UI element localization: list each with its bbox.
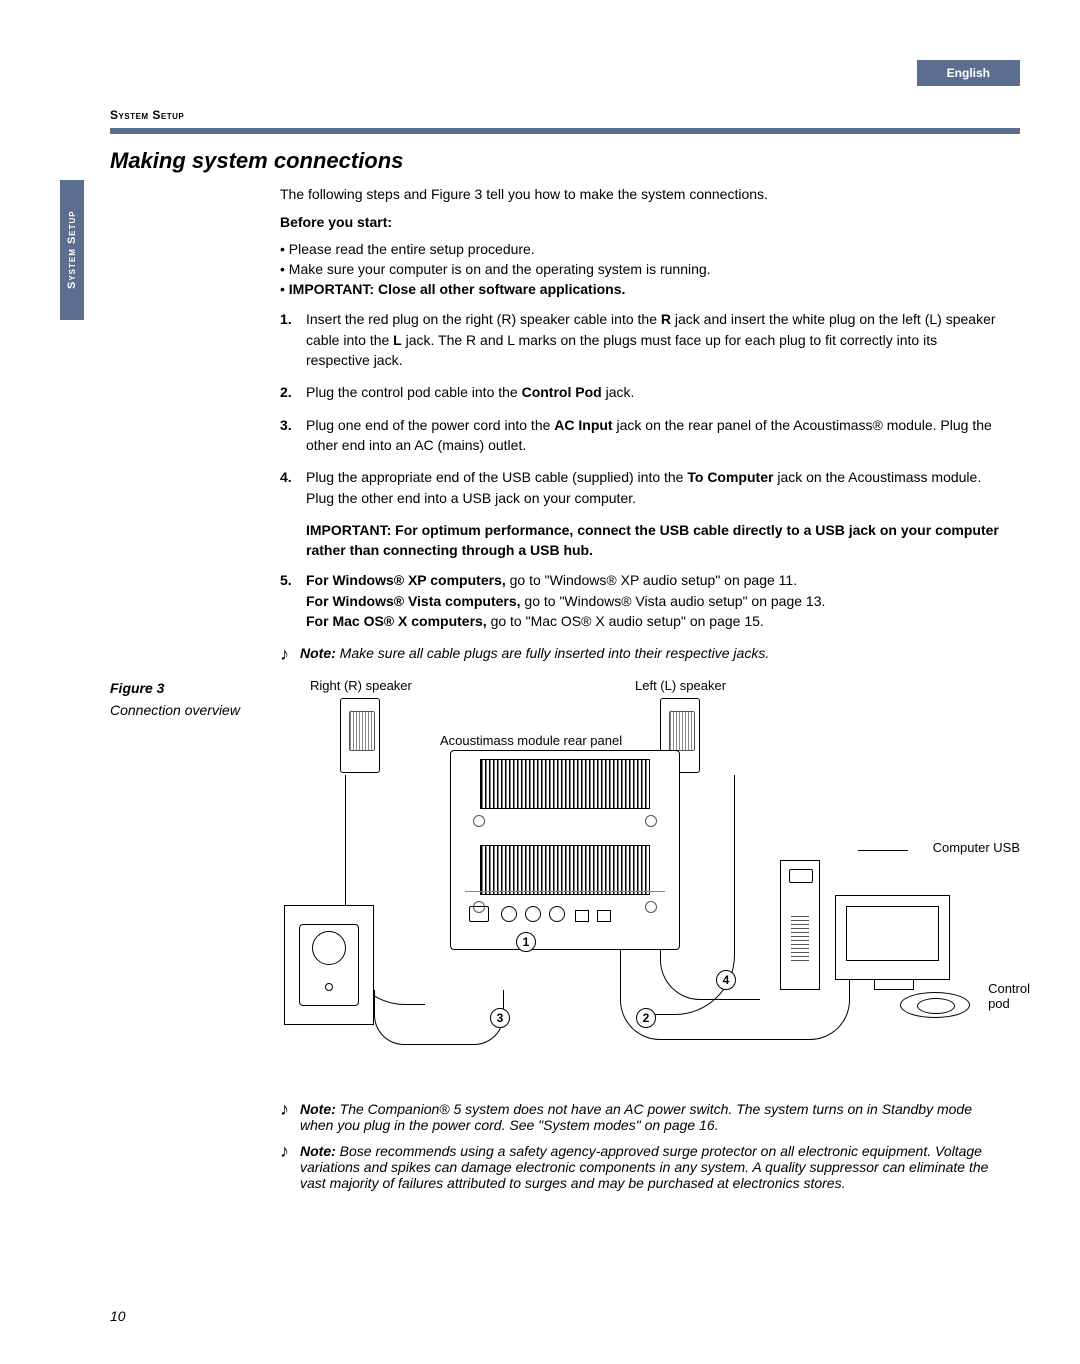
steps-list: 1.Insert the red plug on the right (R) s…: [280, 309, 1000, 507]
callout-2: 2: [636, 1008, 656, 1028]
bottom-note-1: Note: The Companion® 5 system does not h…: [280, 1101, 1000, 1133]
control-pod-icon: [900, 992, 970, 1018]
top-note: Note: Make sure all cable plugs are full…: [280, 643, 1000, 663]
module-grille-bottom: [480, 845, 650, 895]
bullet-item: IMPORTANT: Close all other software appl…: [280, 279, 1000, 299]
step-item: 1.Insert the red plug on the right (R) s…: [280, 309, 1000, 370]
bullet-item: Make sure your computer is on and the op…: [280, 259, 1000, 279]
step-item: 2.Plug the control pod cable into the Co…: [280, 382, 1000, 402]
callout-1: 1: [516, 932, 536, 952]
language-badge: English: [917, 60, 1020, 86]
bottom-notes: Note: The Companion® 5 system does not h…: [280, 1095, 1000, 1201]
figure-diagram: Right (R) speaker Left (L) speaker Acous…: [280, 680, 1000, 1100]
right-speaker-icon: [340, 698, 380, 773]
steps-list-5: 5. For Windows® XP computers, go to "Win…: [280, 570, 1000, 631]
step-item: 4.Plug the appropriate end of the USB ca…: [280, 467, 1000, 508]
section-header: System Setup: [110, 108, 184, 122]
step-text: Insert the red plug on the right (R) spe…: [306, 311, 996, 368]
monitor-icon: [835, 895, 950, 980]
module-label: Acoustimass module rear panel: [440, 733, 622, 748]
computer-usb-label: Computer USB: [933, 840, 1020, 855]
cable-power: [374, 990, 504, 1045]
header-divider: [110, 128, 1020, 134]
right-speaker-label: Right (R) speaker: [310, 678, 412, 693]
page-number: 10: [110, 1308, 126, 1324]
left-speaker-label: Left (L) speaker: [635, 678, 726, 693]
step-item: 3.Plug one end of the power cord into th…: [280, 415, 1000, 456]
intro-paragraph: The following steps and Figure 3 tell yo…: [280, 184, 1000, 204]
side-tab: System Setup: [60, 180, 84, 320]
module-grille-top: [480, 759, 650, 809]
wall-outlet-icon: [284, 905, 374, 1025]
page-title: Making system connections: [110, 148, 403, 174]
jack-row: [465, 891, 665, 939]
step-item: 5. For Windows® XP computers, go to "Win…: [280, 570, 1000, 631]
prestart-bullets: Please read the entire setup procedure. …: [280, 239, 1000, 300]
computer-tower-icon: [780, 860, 820, 990]
figure-label: Figure 3 Connection overview: [110, 680, 240, 718]
bottom-note-2: Note: Bose recommends using a safety age…: [280, 1143, 1000, 1191]
monitor-stand-icon: [874, 980, 914, 990]
figure-caption: Connection overview: [110, 702, 240, 718]
important-note: IMPORTANT: For optimum performance, conn…: [280, 520, 1000, 561]
callout-4: 4: [716, 970, 736, 990]
acoustimass-module-icon: [450, 750, 680, 950]
before-you-start-heading: Before you start:: [280, 212, 1000, 232]
content-area: The following steps and Figure 3 tell yo…: [280, 184, 1000, 670]
control-pod-label: Controlpod: [988, 982, 1030, 1012]
bullet-item: Please read the entire setup procedure.: [280, 239, 1000, 259]
figure-number: Figure 3: [110, 680, 240, 696]
callout-3: 3: [490, 1008, 510, 1028]
